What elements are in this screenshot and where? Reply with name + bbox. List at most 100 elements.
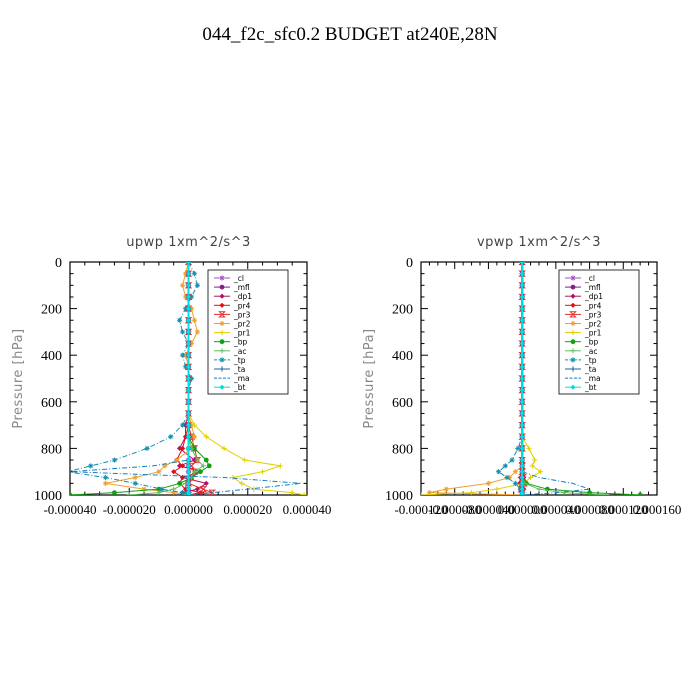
data-point [485,480,492,486]
data-point [197,469,203,475]
data-point [141,486,147,492]
legend-label: _pr1 [233,329,251,338]
data-point [529,463,535,469]
y-tick-label: 800 [392,442,413,457]
data-point [168,434,174,440]
x-tick-label: 0.000080 [565,502,614,517]
data-point [519,474,525,481]
data-point [185,282,192,288]
legend-marker [219,330,225,336]
data-point [185,364,192,370]
data-point [519,457,525,463]
data-point [519,492,525,495]
y-tick-label: 1000 [385,489,413,504]
data-point [188,294,195,300]
data-point [519,387,525,393]
data-point [519,486,525,492]
legend-box [207,269,289,395]
data-point [102,480,109,486]
data-point [185,352,192,358]
data-point [519,410,525,417]
data-point [156,469,162,475]
data-point [126,492,132,495]
series-line-ma [521,262,590,495]
data-point [185,410,192,417]
data-point [301,492,307,495]
data-point [194,282,200,288]
plot-area [421,262,643,495]
data-point [177,445,183,451]
data-point [88,463,94,469]
data-point [185,340,192,347]
x-tick-label: 0.000020 [223,502,272,517]
data-point [192,446,197,451]
y-tick-label: 200 [392,303,413,318]
data-point [443,486,449,492]
data-point [188,422,195,428]
legend-marker [570,275,576,281]
panel-title: vpwp 1xm^2/s^3 [477,235,601,250]
data-point [159,486,165,492]
data-point [185,480,192,486]
legend-marker [219,357,225,363]
legend-marker [219,302,225,308]
data-point [242,457,248,463]
data-point [191,434,198,440]
legend-marker [570,293,576,299]
y-tick-label: 400 [392,349,413,364]
legend-box [558,269,640,395]
data-point [171,469,177,475]
data-point [185,329,192,335]
data-point [519,422,525,428]
legend-label: _tp [584,356,597,365]
data-point [185,375,192,382]
data-point [132,474,138,481]
legend-marker [569,311,577,318]
legend-marker [218,311,226,318]
x-tick-label: 0.000000 [164,502,213,517]
plot-area [70,262,307,495]
data-point [185,387,192,393]
legend-marker [570,339,576,345]
data-point [532,457,538,463]
x-tick-label: 0.000000 [498,502,547,517]
data-point [185,399,192,405]
x-tick-label: 0.000040 [531,502,580,517]
legend-marker [219,320,225,327]
legend-label: _pr4 [584,301,602,310]
data-point [179,474,186,481]
data-point [509,457,515,463]
data-point [188,306,195,312]
x-tick-label: 0.000120 [599,502,648,517]
data-point [182,271,189,277]
legend-label: _ta [584,365,596,374]
y-tick-label: 400 [41,349,62,364]
data-point [512,480,518,486]
x-tick-label: -0.000040 [43,502,96,517]
data-point [519,352,525,358]
y-tick-label: 0 [55,256,62,271]
legend-label: _ac [584,347,597,356]
legend-label: _pr2 [584,320,602,329]
data-point [637,492,643,495]
data-point [182,422,189,428]
data-point [502,463,508,469]
legend-label: _bt [584,383,597,392]
legend-marker [570,366,576,372]
data-point [185,463,192,469]
data-point [179,445,186,451]
data-point [468,490,475,495]
data-point [182,352,189,358]
data-point [171,490,177,495]
data-point [185,434,192,440]
legend-label: _mfl [233,283,250,292]
data-point [494,486,500,492]
data-point [603,492,610,495]
data-point [512,469,518,475]
data-point [185,474,192,481]
data-point [519,262,525,265]
data-point [519,282,525,288]
data-point [162,463,168,469]
data-point [185,422,192,428]
data-point [191,317,198,323]
